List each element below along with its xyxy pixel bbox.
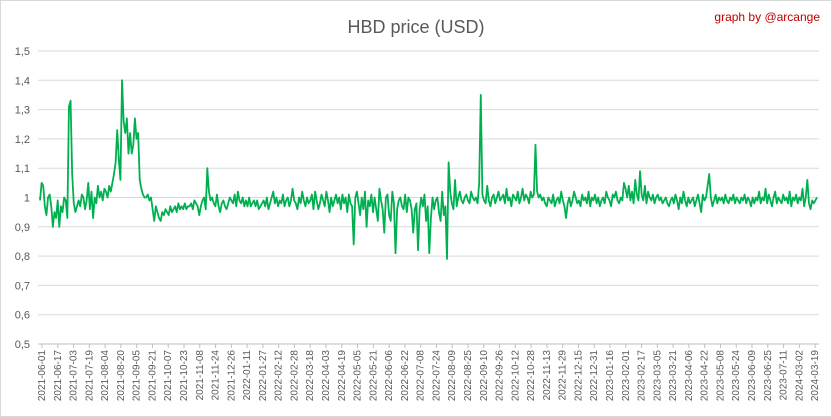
- x-tick-label: 2022-07-24: [431, 350, 442, 402]
- y-tick-label: 1,4: [15, 75, 30, 87]
- y-tick-label: 1,2: [15, 134, 30, 146]
- x-tick-label: 2022-11-29: [558, 350, 569, 401]
- x-tick-label: 2023-04-22: [700, 350, 711, 402]
- x-tick-label: 2023-06-09: [747, 350, 758, 402]
- y-tick-label: 0,7: [15, 280, 30, 292]
- x-tick-label: 2022-09-10: [479, 350, 490, 402]
- y-tick-label: 1,1: [15, 163, 30, 175]
- x-tick-label: 2021-11-24: [211, 350, 222, 401]
- x-tick-label: 2022-03-18: [305, 350, 316, 402]
- x-tick-label: 2022-06-06: [384, 350, 395, 402]
- x-tick-label: 2022-08-09: [447, 350, 458, 402]
- x-tick-label: 2023-05-24: [731, 350, 742, 402]
- x-tick-label: 2021-12-26: [226, 350, 237, 402]
- chart-credit: graph by @arcange: [714, 10, 820, 24]
- x-tick-label: 2021-07-19: [84, 350, 95, 402]
- y-tick-label: 1: [24, 193, 30, 205]
- x-tick-label: 2023-02-17: [637, 350, 648, 402]
- y-tick-label: 1,3: [15, 105, 30, 117]
- x-tick-label: 2022-02-12: [274, 350, 285, 402]
- x-tick-label: 2021-09-05: [132, 350, 143, 402]
- hbd-price-series-line: [39, 79, 818, 260]
- x-tick-label: 2022-04-03: [321, 350, 332, 402]
- x-tick-label: 2022-07-08: [416, 350, 427, 402]
- x-tick-label: 2021-08-04: [100, 350, 111, 402]
- x-tick-label: 2023-03-21: [668, 350, 679, 402]
- x-tick-label: 2021-06-01: [37, 350, 48, 402]
- y-tick-label: 0,9: [15, 222, 30, 234]
- x-tick-label: 2022-05-05: [353, 350, 364, 402]
- x-tick-label: 2023-06-25: [763, 350, 774, 402]
- x-tick-label: 2024-03-19: [810, 350, 821, 402]
- x-tick-label: 2022-09-26: [495, 350, 506, 402]
- x-tick-label: 2022-12-31: [589, 350, 600, 402]
- y-tick-label: 0,6: [15, 310, 30, 322]
- x-tick-label: 2022-01-11: [242, 350, 253, 401]
- x-tick-label: 2021-08-20: [116, 350, 127, 402]
- y-tick-label: 1,5: [15, 46, 30, 58]
- x-tick-label: 2022-10-12: [510, 350, 521, 402]
- x-tick-label: 2022-02-28: [289, 350, 300, 402]
- x-tick-label: 2023-04-06: [684, 350, 695, 402]
- x-tick-label: 2024-03-02: [794, 350, 805, 402]
- x-tick-label: 2022-08-25: [463, 350, 474, 402]
- x-tick-label: 2021-06-17: [53, 350, 64, 402]
- x-tick-label: 2023-01-16: [605, 350, 616, 402]
- x-tick-label: 2023-03-05: [652, 350, 663, 402]
- x-tick-label: 2023-05-08: [715, 350, 726, 402]
- x-tick-label: 2021-07-03: [69, 350, 80, 402]
- x-tick-label: 2022-01-27: [258, 350, 269, 402]
- x-tick-label: 2022-04-19: [337, 350, 348, 402]
- x-tick-label: 2022-10-28: [526, 350, 537, 402]
- y-tick-label: 0,5: [15, 339, 30, 351]
- x-tick-label: 2022-05-21: [368, 350, 379, 402]
- x-tick-label: 2021-11-08: [195, 350, 206, 401]
- series-layer: [39, 79, 818, 260]
- chart-title: HBD price (USD): [347, 17, 484, 37]
- x-tick-label: 2022-11-13: [542, 350, 553, 401]
- x-tick-label: 2022-12-15: [573, 350, 584, 402]
- x-tick-label: 2021-10-23: [179, 350, 190, 402]
- x-tick-label: 2023-02-01: [621, 350, 632, 402]
- x-tick-label: 2021-10-07: [163, 350, 174, 402]
- y-tick-label: 0,8: [15, 251, 30, 263]
- x-tick-label: 2021-09-21: [147, 350, 158, 402]
- x-tick-label: 2023-07-11: [779, 350, 790, 401]
- y-axis: 0,5 0,6 0,7 0,8 0,9 1 1,1 1,2 1,3 1,4 1,5: [15, 46, 30, 351]
- x-axis: 2021-06-01 2021-06-17 2021-07-03 2021-07-19…: [37, 344, 821, 401]
- x-tick-label: 2022-06-22: [400, 350, 411, 402]
